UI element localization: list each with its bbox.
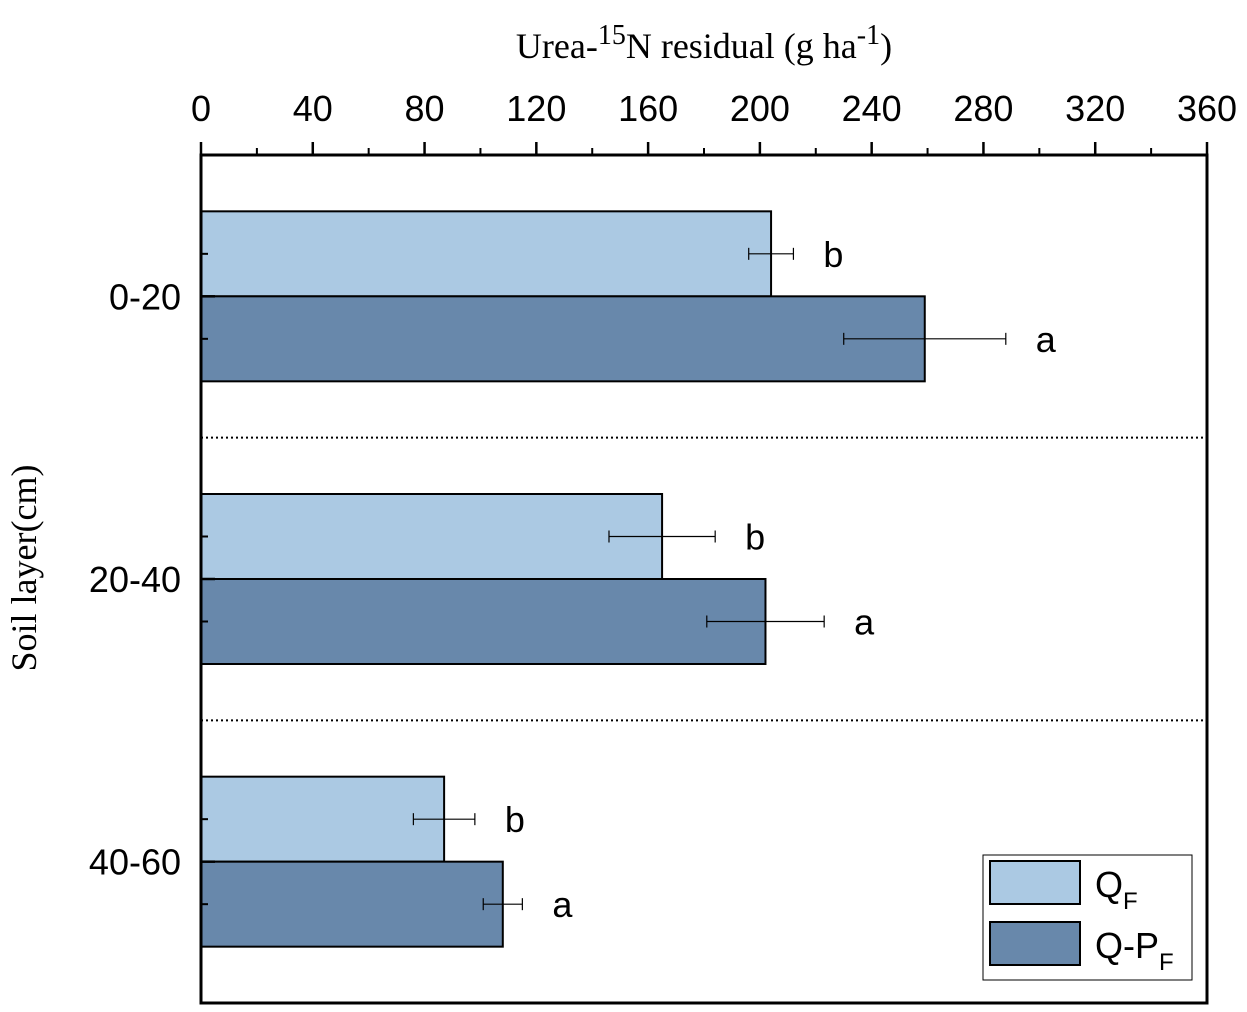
- x-tick-label-280: 280: [953, 88, 1013, 129]
- significance-letter-20-40-series-0: b: [745, 517, 765, 558]
- x-tick-label-360: 360: [1177, 88, 1237, 129]
- error-bar-20-40-series-1: [706, 615, 825, 628]
- error-bar-0-20-series-0: [748, 247, 795, 260]
- x-axis-title-post: ): [880, 26, 892, 66]
- x-axis-ticks: 0 40 80 120 160 200 240 280 320 360: [191, 88, 1237, 155]
- error-bar-40-60-series-0: [412, 813, 476, 826]
- legend-label-qpf-main: Q-P: [1095, 925, 1159, 966]
- x-tick-label-120: 120: [506, 88, 566, 129]
- error-bar-20-40-series-0: [608, 530, 716, 543]
- x-tick-label-200: 200: [730, 88, 790, 129]
- x-tick-label-320: 320: [1065, 88, 1125, 129]
- legend-label-qpf: Q-PF: [1095, 925, 1174, 976]
- bar-0-20-series-0: [200, 210, 773, 298]
- legend-swatch-qpf: [989, 921, 1081, 966]
- legend-label-qf-main: Q: [1095, 864, 1123, 905]
- bar-20-40-series-0: [200, 493, 664, 580]
- x-tick-label-80: 80: [405, 88, 445, 129]
- bar-20-40-series-1: [200, 578, 767, 665]
- x-axis-title: Urea-15N residual (g ha-1): [516, 20, 892, 66]
- x-axis-title-mid: N residual (g ha: [626, 26, 857, 66]
- legend-label-qpf-sub: F: [1159, 949, 1174, 976]
- x-tick-label-40: 40: [293, 88, 333, 129]
- x-axis-title-pre: Urea-: [516, 26, 598, 66]
- bar-40-60-series-1: [200, 860, 504, 948]
- y-tick-label-0-20: 0-20: [109, 276, 181, 317]
- x-tick-label-0: 0: [191, 88, 211, 129]
- x-tick-label-240: 240: [842, 88, 902, 129]
- y-tick-label-40-60: 40-60: [89, 842, 181, 883]
- legend-swatch-qf: [989, 860, 1081, 905]
- x-axis-title-sup2: -1: [857, 20, 880, 51]
- bars: [200, 210, 926, 948]
- error-bar-0-20-series-1: [843, 332, 1007, 345]
- y-axis-ticks: 0-20 20-40 40-60: [89, 252, 215, 906]
- significance-letter-0-20-series-1: a: [1036, 319, 1057, 360]
- y-axis-title: Soil layer(cm): [4, 465, 44, 672]
- y-tick-label-20-40: 20-40: [89, 559, 181, 600]
- legend-label-qf: QF: [1095, 864, 1138, 915]
- x-tick-label-160: 160: [618, 88, 678, 129]
- error-bar-40-60-series-1: [482, 898, 523, 911]
- significance-letter-20-40-series-1: a: [854, 602, 875, 643]
- bar-40-60-series-0: [200, 775, 446, 863]
- legend-label-qf-sub: F: [1123, 888, 1138, 915]
- legend: QF Q-PF: [982, 854, 1193, 981]
- significance-letters: b a b a b a: [505, 234, 1057, 925]
- significance-letter-40-60-series-0: b: [505, 799, 525, 840]
- significance-letter-40-60-series-1: a: [552, 884, 573, 925]
- x-axis-title-sup1: 15: [598, 20, 626, 51]
- bar-0-20-series-1: [200, 295, 926, 383]
- significance-letter-0-20-series-0: b: [823, 234, 843, 275]
- error-bars: [412, 247, 1007, 911]
